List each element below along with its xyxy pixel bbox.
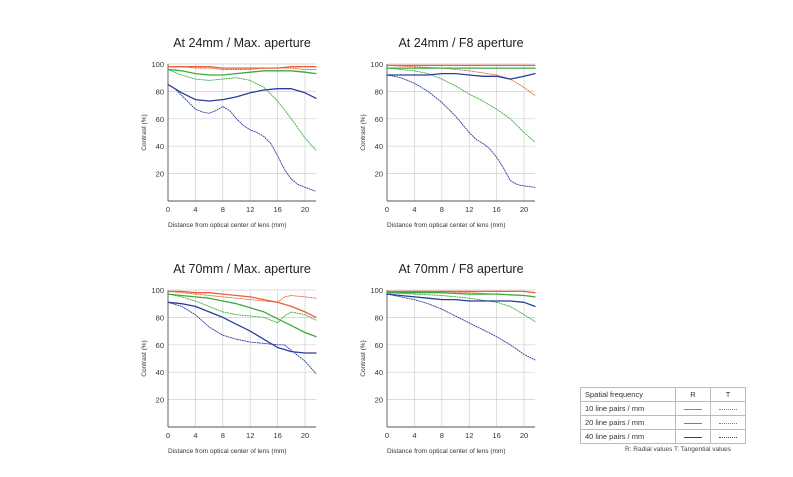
x-tick-label: 8 <box>440 205 444 214</box>
x-axis-label: Distance from optical center of lens (mm… <box>168 448 286 455</box>
series-40-r <box>386 293 536 308</box>
series-10-t <box>386 64 536 96</box>
y-tick-label: 20 <box>156 170 164 179</box>
series-10-t <box>167 290 317 303</box>
legend-swatch-20-t <box>719 422 737 424</box>
series-20-t <box>386 67 536 143</box>
mtf-chart-1: 0 4 8 12 16 20 20 40 60 80 100 At 24mm / Max. apert… <box>141 36 317 229</box>
y-tick-label: 60 <box>156 341 164 350</box>
y-tick-label: 80 <box>375 87 383 96</box>
y-tick-label: 40 <box>156 368 164 377</box>
legend-swatch-20-r <box>684 422 702 424</box>
y-axis-label: Contrast (%) <box>141 340 148 376</box>
legend-row-40: 40 line pairs / mm <box>580 429 746 444</box>
y-tick-label: 20 <box>375 170 383 179</box>
x-tick-label: 16 <box>273 431 281 440</box>
y-tick-label: 100 <box>370 60 383 69</box>
legend-header-r: R <box>675 387 711 402</box>
series-40-r <box>386 72 536 80</box>
series-40-r <box>167 83 317 102</box>
mtf-chart-4: 0 4 8 12 16 20 20 40 60 80 100 At 70mm / F8 apertur… <box>360 262 536 455</box>
x-tick-label: 0 <box>166 205 170 214</box>
y-tick-label: 80 <box>156 313 164 322</box>
series-20-t <box>167 293 317 324</box>
y-tick-label: 100 <box>151 60 164 69</box>
x-axis-label: Distance from optical center of lens (mm… <box>168 222 286 229</box>
legend-row-10: 10 line pairs / mm <box>580 401 746 416</box>
x-tick-label: 16 <box>273 205 281 214</box>
series-40-t <box>386 293 536 361</box>
chart-title: At 24mm / F8 aperture <box>398 36 523 50</box>
x-tick-label: 4 <box>193 205 197 214</box>
x-axis-label: Distance from optical center of lens (mm… <box>387 448 505 455</box>
x-tick-label: 20 <box>520 431 528 440</box>
y-tick-label: 40 <box>375 368 383 377</box>
x-tick-label: 4 <box>193 431 197 440</box>
series-10-r <box>167 66 317 69</box>
y-tick-label: 20 <box>156 396 164 405</box>
legend-row-20: 20 line pairs / mm <box>580 415 746 430</box>
x-tick-label: 12 <box>246 205 254 214</box>
x-tick-label: 4 <box>412 431 416 440</box>
y-tick-label: 60 <box>375 115 383 124</box>
x-tick-label: 0 <box>385 205 389 214</box>
series-20-r <box>386 292 536 298</box>
series-20-t <box>167 69 317 151</box>
legend-swatch-40-t <box>719 436 737 438</box>
y-tick-label: 80 <box>156 87 164 96</box>
x-tick-label: 16 <box>492 205 500 214</box>
chart-title: At 70mm / Max. aperture <box>173 262 311 276</box>
legend-swatch-10-t <box>719 408 737 410</box>
legend-label-20: 20 line pairs / mm <box>580 415 676 430</box>
legend-swatch-10-r <box>684 408 702 410</box>
y-tick-label: 60 <box>156 115 164 124</box>
series-20-r <box>167 68 317 76</box>
x-tick-label: 12 <box>465 205 473 214</box>
x-tick-label: 8 <box>221 205 225 214</box>
x-tick-label: 16 <box>492 431 500 440</box>
series-20-r <box>167 293 317 338</box>
series-40-t <box>167 84 317 192</box>
y-tick-label: 80 <box>375 313 383 322</box>
x-tick-label: 20 <box>520 205 528 214</box>
series-20-t <box>386 292 536 322</box>
mtf-chart-3: 0 4 8 12 16 20 20 40 60 80 100 At 70mm / Max. apert… <box>141 262 317 455</box>
legend-label-10: 10 line pairs / mm <box>580 401 676 416</box>
legend-table: Spatial frequency R T 10 line pairs / mm… <box>580 387 746 444</box>
y-tick-label: 40 <box>375 142 383 151</box>
y-tick-label: 100 <box>370 286 383 295</box>
x-tick-label: 20 <box>301 431 309 440</box>
legend-swatch-40-r <box>684 436 702 438</box>
series-10-r <box>167 290 317 319</box>
x-tick-label: 12 <box>465 431 473 440</box>
y-axis-label: Contrast (%) <box>141 114 148 150</box>
x-tick-label: 8 <box>440 431 444 440</box>
y-axis-label: Contrast (%) <box>360 114 367 150</box>
y-tick-label: 20 <box>375 396 383 405</box>
x-tick-label: 4 <box>412 205 416 214</box>
mtf-chart-2: 0 4 8 12 16 20 20 40 60 80 100 At 24mm / F8 apertur… <box>360 36 536 229</box>
y-tick-label: 60 <box>375 341 383 350</box>
x-tick-label: 0 <box>166 431 170 440</box>
legend-header-row: Spatial frequency R T <box>580 387 746 402</box>
x-axis-label: Distance from optical center of lens (mm… <box>387 222 505 229</box>
legend-label-40: 40 line pairs / mm <box>580 429 676 444</box>
y-axis-label: Contrast (%) <box>360 340 367 376</box>
x-tick-label: 8 <box>221 431 225 440</box>
chart-title: At 24mm / Max. aperture <box>173 36 311 50</box>
legend-header-frequency: Spatial frequency <box>580 387 676 402</box>
y-tick-label: 40 <box>156 142 164 151</box>
y-tick-label: 100 <box>151 286 164 295</box>
x-tick-label: 12 <box>246 431 254 440</box>
series-10-t <box>167 66 317 70</box>
series-40-r <box>167 301 317 354</box>
series-40-t <box>167 301 317 375</box>
legend-note: R: Radial values T: Tangential values <box>625 446 731 453</box>
chart-title: At 70mm / F8 aperture <box>398 262 523 276</box>
x-tick-label: 0 <box>385 431 389 440</box>
legend-header-t: T <box>710 387 746 402</box>
x-tick-label: 20 <box>301 205 309 214</box>
series-40-t <box>386 74 536 188</box>
